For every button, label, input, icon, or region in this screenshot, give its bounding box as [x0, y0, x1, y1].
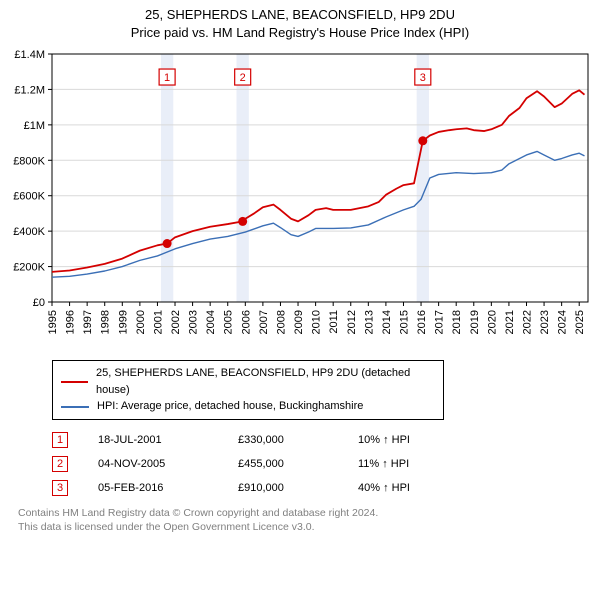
footer-line: Contains HM Land Registry data © Crown c… [18, 506, 592, 520]
legend-box: 25, SHEPHERDS LANE, BEACONSFIELD, HP9 2D… [52, 360, 444, 420]
chart-plot-area: £0 £200K £400K £600K £800K £1M £1.2M £1.4M 1995 1… [8, 46, 592, 356]
svg-text:2010: 2010 [311, 310, 323, 334]
svg-text:£200K: £200K [13, 262, 45, 274]
sale-vs-hpi: 40% ↑ HPI [358, 482, 478, 494]
svg-text:2017: 2017 [434, 310, 446, 334]
svg-text:2009: 2009 [293, 310, 305, 334]
svg-text:2011: 2011 [328, 310, 340, 334]
svg-text:1999: 1999 [117, 310, 129, 334]
legend-item: 25, SHEPHERDS LANE, BEACONSFIELD, HP9 2D… [61, 365, 435, 398]
line-chart-svg: £0 £200K £400K £600K £800K £1M £1.2M £1.4M 1995 1… [8, 46, 592, 356]
svg-text:£600K: £600K [13, 191, 45, 203]
svg-text:2003: 2003 [188, 310, 200, 334]
svg-text:3: 3 [420, 72, 426, 84]
title-address: 25, SHEPHERDS LANE, BEACONSFIELD, HP9 2D… [8, 6, 592, 24]
table-row: 1 18-JUL-2001 £330,000 10% ↑ HPI [52, 428, 592, 452]
svg-text:2002: 2002 [170, 310, 182, 334]
legend-label: 25, SHEPHERDS LANE, BEACONSFIELD, HP9 2D… [96, 365, 435, 398]
sale-vs-hpi: 10% ↑ HPI [358, 434, 478, 446]
footer-attribution: Contains HM Land Registry data © Crown c… [18, 506, 592, 534]
sale-price: £910,000 [238, 482, 358, 494]
chart-title: 25, SHEPHERDS LANE, BEACONSFIELD, HP9 2D… [8, 6, 592, 42]
svg-text:£1.4M: £1.4M [14, 49, 45, 61]
svg-text:£1.2M: £1.2M [14, 85, 45, 97]
annotation-marker-icon: 1 [52, 432, 68, 448]
annotation-marker-icon: 3 [52, 480, 68, 496]
svg-text:1995: 1995 [47, 310, 59, 334]
legend-swatch [61, 406, 89, 408]
legend-label: HPI: Average price, detached house, Buck… [97, 398, 363, 415]
svg-text:1996: 1996 [65, 310, 77, 334]
sale-date: 05-FEB-2016 [98, 482, 238, 494]
chart-container: 25, SHEPHERDS LANE, BEACONSFIELD, HP9 2D… [0, 0, 600, 542]
svg-text:£0: £0 [33, 297, 45, 309]
svg-text:2018: 2018 [451, 310, 463, 334]
footer-line: This data is licensed under the Open Gov… [18, 520, 592, 534]
svg-text:1: 1 [164, 72, 170, 84]
table-row: 2 04-NOV-2005 £455,000 11% ↑ HPI [52, 452, 592, 476]
svg-text:2021: 2021 [504, 310, 516, 334]
svg-text:2001: 2001 [152, 310, 164, 334]
svg-text:2008: 2008 [275, 310, 287, 334]
legend-swatch [61, 381, 88, 383]
annotation-marker-icon: 2 [52, 456, 68, 472]
sale-date: 18-JUL-2001 [98, 434, 238, 446]
svg-text:1998: 1998 [100, 310, 112, 334]
svg-text:2013: 2013 [363, 310, 375, 334]
svg-text:2012: 2012 [346, 310, 358, 334]
svg-text:£800K: £800K [13, 156, 45, 168]
svg-text:£1M: £1M [24, 120, 45, 132]
svg-text:2004: 2004 [205, 310, 217, 334]
sale-date: 04-NOV-2005 [98, 458, 238, 470]
svg-text:2025: 2025 [574, 310, 586, 334]
title-subtitle: Price paid vs. HM Land Registry's House … [8, 24, 592, 42]
svg-text:2019: 2019 [469, 310, 481, 334]
svg-text:2005: 2005 [223, 310, 235, 334]
svg-text:2024: 2024 [557, 310, 569, 334]
svg-text:2022: 2022 [521, 310, 533, 334]
legend-item: HPI: Average price, detached house, Buck… [61, 398, 435, 415]
svg-text:2007: 2007 [258, 310, 270, 334]
svg-text:2: 2 [240, 72, 246, 84]
svg-text:2000: 2000 [135, 310, 147, 334]
svg-text:2016: 2016 [416, 310, 428, 334]
svg-text:2023: 2023 [539, 310, 551, 334]
svg-text:2015: 2015 [398, 310, 410, 334]
svg-text:£400K: £400K [13, 227, 45, 239]
sale-price: £330,000 [238, 434, 358, 446]
svg-text:2014: 2014 [381, 310, 393, 334]
sales-annotation-table: 1 18-JUL-2001 £330,000 10% ↑ HPI 2 04-NO… [52, 428, 592, 500]
table-row: 3 05-FEB-2016 £910,000 40% ↑ HPI [52, 476, 592, 500]
sale-vs-hpi: 11% ↑ HPI [358, 458, 478, 470]
svg-text:2020: 2020 [486, 310, 498, 334]
svg-text:1997: 1997 [82, 310, 94, 334]
sale-price: £455,000 [238, 458, 358, 470]
svg-text:2006: 2006 [240, 310, 252, 334]
